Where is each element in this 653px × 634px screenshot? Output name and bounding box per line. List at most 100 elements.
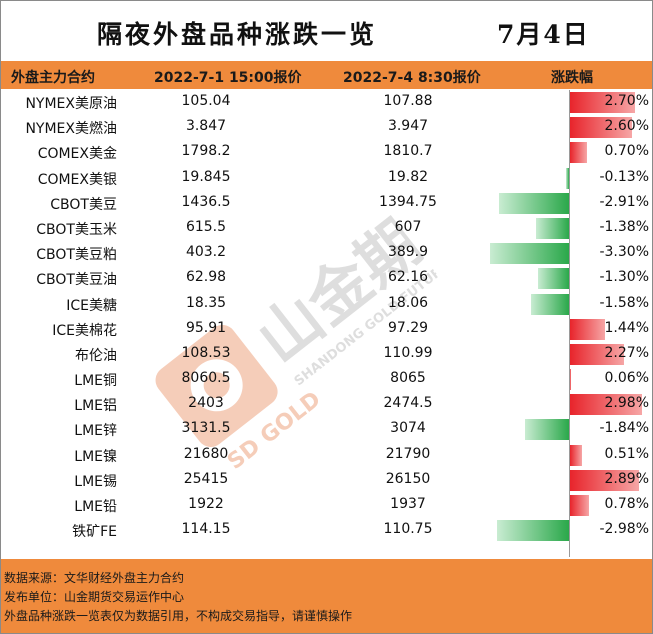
header-price-2: 2022-7-4 8:30报价: [343, 70, 481, 86]
change-percent: 2.60%: [604, 118, 649, 135]
change-percent: 2.98%: [604, 395, 649, 412]
change-bar: [489, 243, 569, 265]
footer-publisher: 发布单位：山金期货交易运作中心: [4, 590, 185, 604]
change-bar: [537, 268, 569, 290]
table-row: LME锡 25415 26150 2.89%: [1, 468, 652, 493]
change-percent: -0.13%: [599, 168, 649, 185]
contract-name: LME铜: [74, 373, 117, 390]
table-row: LME铅 1922 1937 0.78%: [1, 493, 652, 518]
contract-name: CBOT美豆油: [36, 272, 117, 289]
table-row: NYMEX美燃油 3.847 3.947 2.60%: [1, 115, 652, 140]
price-2: 389.9: [387, 244, 429, 261]
change-bar: [570, 369, 572, 391]
contract-name: COMEX美银: [37, 171, 117, 188]
header-change: 涨跌幅: [551, 70, 593, 86]
price-1: 1798.2: [181, 143, 231, 160]
price-1: 403.2: [185, 244, 227, 261]
table-row: NYMEX美原油 105.04 107.88 2.70%: [1, 90, 652, 115]
change-bar: [570, 117, 633, 139]
price-1: 2403: [188, 395, 224, 412]
header-price-1: 2022-7-1 15:00报价: [154, 70, 302, 86]
contract-name: LME镍: [74, 448, 117, 465]
price-1: 1922: [188, 496, 224, 512]
price-1: 19.845: [181, 168, 231, 185]
change-percent: 2.27%: [604, 344, 649, 361]
contract-name: ICE美糖: [66, 297, 117, 314]
change-percent: -1.30%: [599, 269, 649, 286]
change-bar: [497, 520, 569, 542]
change-axis: [569, 90, 570, 557]
change-bar: [570, 394, 642, 416]
change-bar: [531, 293, 569, 315]
contract-name: LME铝: [74, 398, 117, 415]
price-1: 1436.5: [181, 193, 231, 210]
report-date: 7月4日: [497, 20, 590, 49]
change-percent: 0.06%: [604, 370, 649, 387]
price-2: 2474.5: [383, 395, 433, 412]
price-2: 62.16: [387, 269, 429, 286]
table-row: COMEX美金 1798.2 1810.7 0.70%: [1, 140, 652, 165]
price-2: 8065: [390, 370, 426, 387]
price-2: 1810.7: [383, 143, 433, 160]
change-percent: 0.51%: [604, 445, 649, 462]
change-bar: [565, 167, 569, 189]
price-2: 110.99: [383, 344, 433, 361]
contract-name: CBOT美玉米: [36, 221, 117, 238]
table-row: CBOT美豆粕 403.2 389.9 -3.30%: [1, 241, 652, 266]
price-1: 95.91: [185, 319, 227, 336]
change-bar: [570, 142, 587, 164]
price-2: 107.88: [383, 93, 433, 109]
table-row: 布伦油 108.53 110.99 2.27%: [1, 342, 652, 367]
price-2: 3074: [390, 420, 426, 437]
change-percent: -2.91%: [599, 193, 649, 210]
change-percent: 2.89%: [604, 470, 649, 487]
price-2: 1394.75: [379, 193, 437, 210]
table-row: ICE美棉花 95.91 97.29 1.44%: [1, 317, 652, 342]
contract-name: LME锌: [74, 423, 117, 440]
table-row: LME镍 21680 21790 0.51%: [1, 443, 652, 468]
table-row: LME锌 3131.5 3074 -1.84%: [1, 417, 652, 442]
contract-name: LME铅: [74, 499, 117, 515]
price-2: 607: [394, 218, 422, 235]
change-percent: 1.44%: [604, 319, 649, 336]
change-bar: [570, 343, 625, 365]
footer-source: 数据来源：文华财经外盘主力合约: [4, 571, 185, 585]
contract-name: NYMEX美燃油: [25, 121, 117, 138]
price-2: 97.29: [387, 319, 429, 336]
change-bar: [570, 495, 589, 516]
table-row: LME铝 2403 2474.5 2.98%: [1, 392, 652, 417]
contract-name: LME锡: [74, 473, 117, 490]
price-1: 21680: [183, 445, 229, 462]
change-percent: 0.70%: [604, 143, 649, 160]
contract-name: NYMEX美原油: [25, 96, 117, 112]
price-1: 114.15: [181, 521, 231, 538]
table-row: CBOT美玉米 615.5 607 -1.38%: [1, 216, 652, 241]
table-row: CBOT美豆 1436.5 1394.75 -2.91%: [1, 191, 652, 216]
change-bar: [570, 469, 640, 491]
contract-name: 布伦油: [75, 347, 117, 364]
price-2: 3.947: [387, 118, 429, 135]
price-1: 3.847: [185, 118, 227, 135]
change-percent: 0.78%: [604, 496, 649, 512]
price-1: 25415: [183, 470, 229, 487]
price-2: 18.06: [387, 294, 429, 311]
table-row: LME铜 8060.5 8065 0.06%: [1, 367, 652, 392]
change-bar: [499, 192, 569, 214]
price-2: 110.75: [383, 521, 433, 538]
contract-name: COMEX美金: [37, 146, 117, 163]
table-row: COMEX美银 19.845 19.82 -0.13%: [1, 166, 652, 191]
change-bar: [524, 419, 569, 441]
price-1: 18.35: [185, 294, 227, 311]
contract-name: CBOT美豆: [50, 196, 117, 213]
contract-name: ICE美棉花: [52, 322, 117, 339]
table-row: CBOT美豆油 62.98 62.16 -1.30%: [1, 266, 652, 291]
change-percent: 2.70%: [604, 93, 649, 109]
price-1: 108.53: [181, 344, 231, 361]
change-percent: -1.84%: [599, 420, 649, 437]
header-contract: 外盘主力合约: [11, 70, 95, 86]
contract-name: CBOT美豆粕: [36, 247, 117, 264]
table-row: 铁矿FE 114.15 110.75 -2.98%: [1, 518, 652, 543]
price-1: 3131.5: [181, 420, 231, 437]
change-percent: -3.30%: [599, 244, 649, 261]
